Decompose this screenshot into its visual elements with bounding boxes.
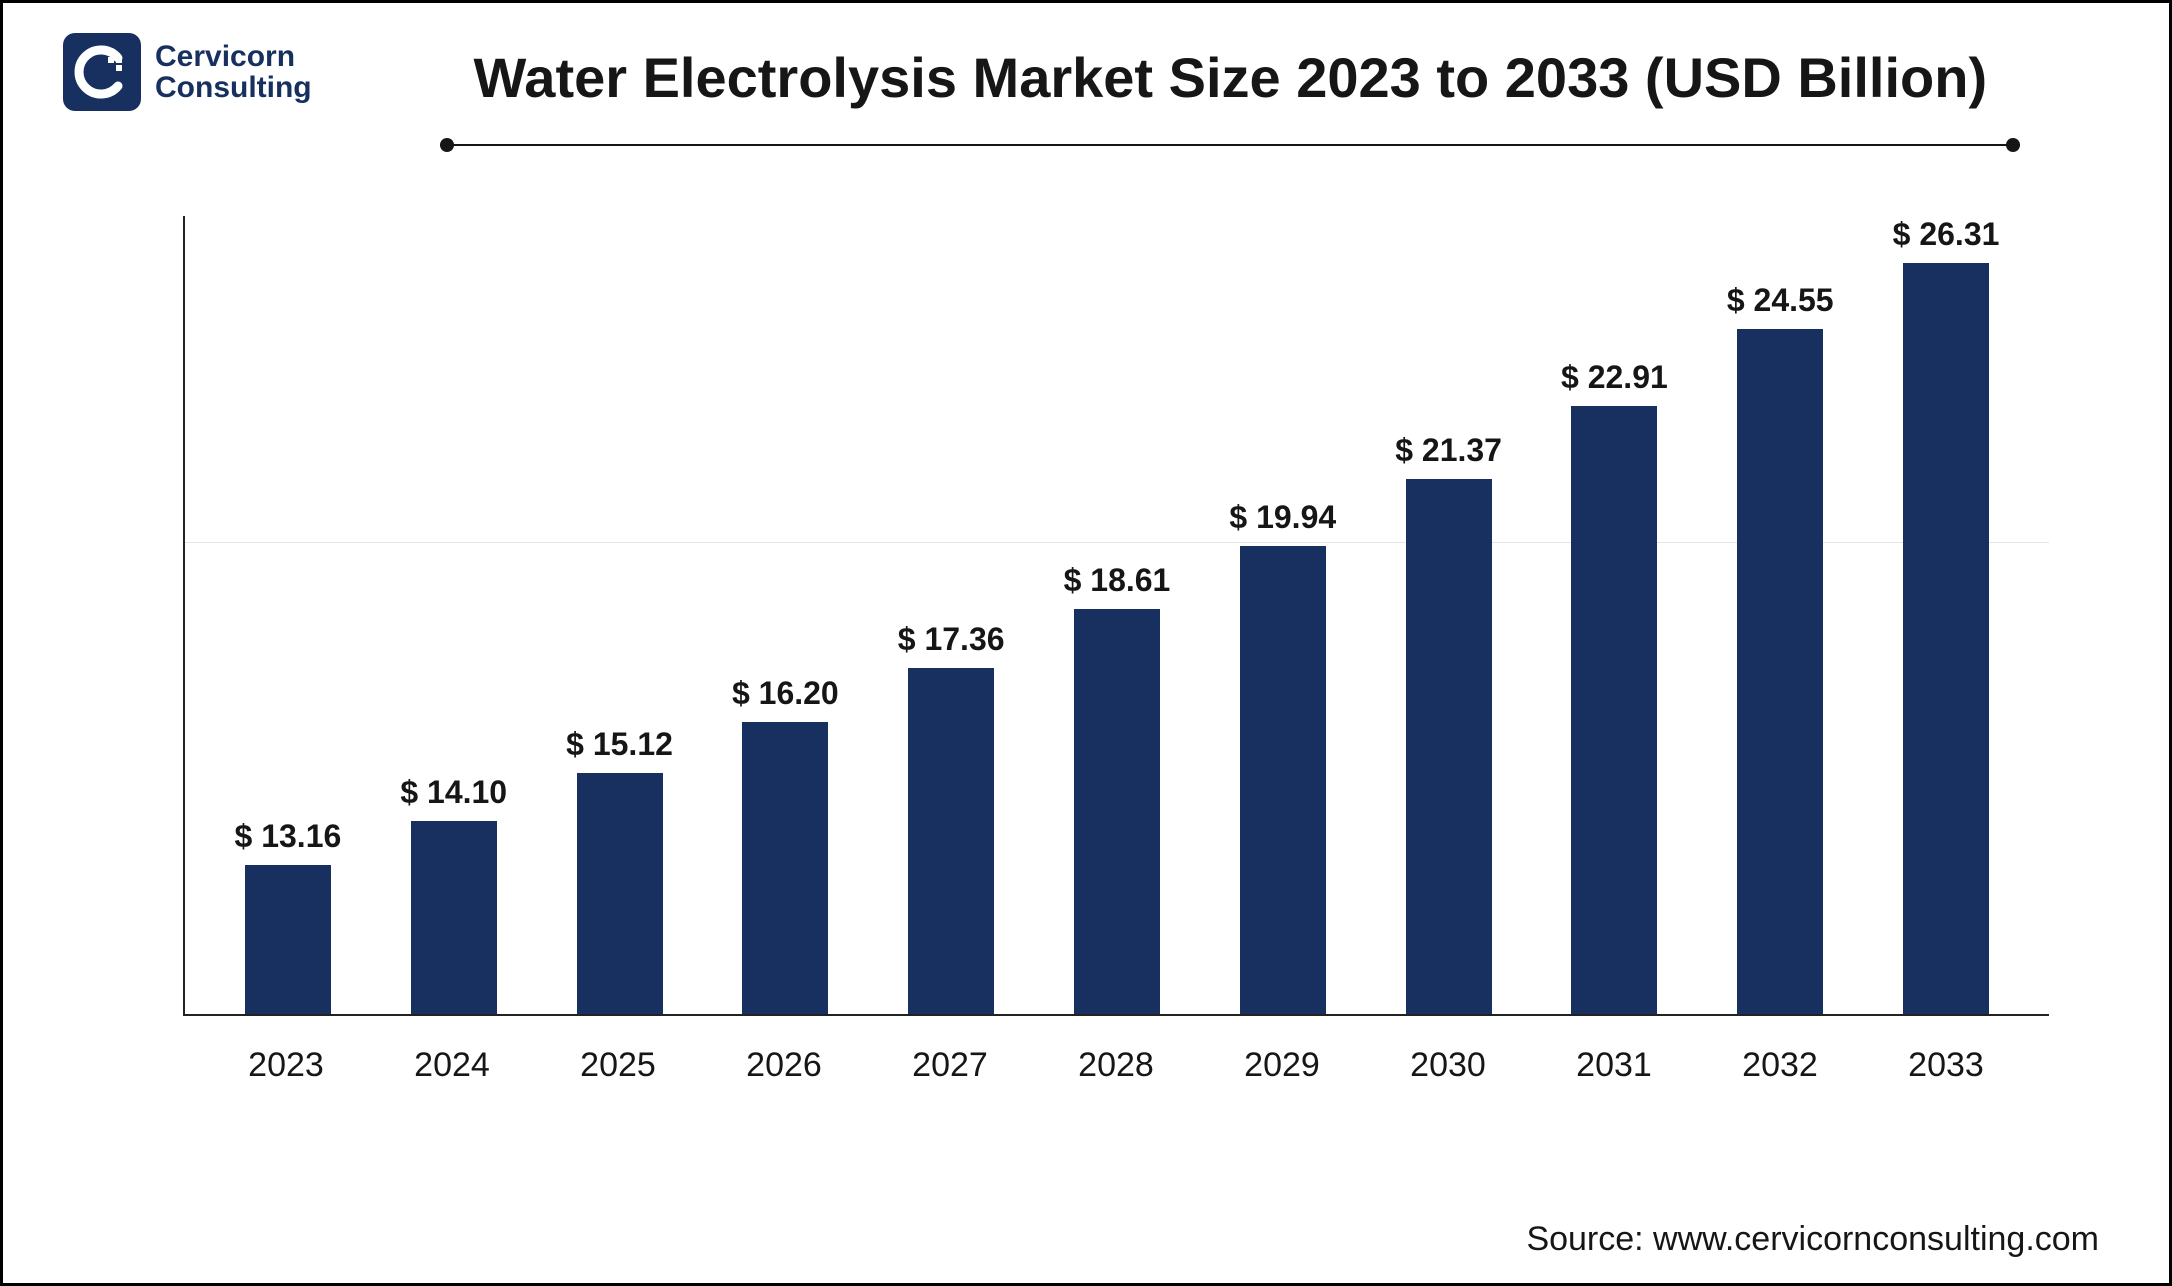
chart-area: $ 13.16 $ 14.10 $ 15.12 $ 16.20 $ 17.36 $ 18.… bbox=[183, 216, 2049, 1243]
logo-text: Cervicorn Consulting bbox=[155, 41, 312, 104]
x-axis-tick: 2025 bbox=[535, 1046, 701, 1085]
bar bbox=[1571, 406, 1657, 1014]
x-axis-tick: 2027 bbox=[867, 1046, 1033, 1085]
chart-x-axis: 2023202420252026202720282029203020312032… bbox=[183, 1046, 2049, 1085]
x-axis-tick: 2024 bbox=[369, 1046, 535, 1085]
bar-value-label: $ 19.94 bbox=[1229, 499, 1336, 536]
bar-value-label: $ 14.10 bbox=[400, 774, 507, 811]
bar bbox=[1737, 329, 1823, 1014]
bar-slot: $ 24.55 bbox=[1697, 216, 1863, 1014]
bar-slot: $ 16.20 bbox=[702, 216, 868, 1014]
logo: Cervicorn Consulting bbox=[63, 33, 312, 111]
bar-slot: $ 17.36 bbox=[868, 216, 1034, 1014]
bar-value-label: $ 21.37 bbox=[1395, 432, 1502, 469]
bar-value-label: $ 15.12 bbox=[566, 726, 673, 763]
x-axis-tick: 2029 bbox=[1199, 1046, 1365, 1085]
bar-slot: $ 14.10 bbox=[371, 216, 537, 1014]
bar bbox=[577, 773, 663, 1014]
chart-plot: $ 13.16 $ 14.10 $ 15.12 $ 16.20 $ 17.36 $ 18.… bbox=[183, 216, 2049, 1016]
bar bbox=[411, 821, 497, 1014]
bar-slot: $ 22.91 bbox=[1532, 216, 1698, 1014]
source-line: Source: www.cervicornconsulting.com bbox=[1526, 1220, 2099, 1259]
bar bbox=[1240, 546, 1326, 1014]
bar-slot: $ 26.31 bbox=[1863, 216, 2029, 1014]
chart-frame: Cervicorn Consulting Water Electrolysis … bbox=[0, 0, 2172, 1286]
x-axis-tick: 2028 bbox=[1033, 1046, 1199, 1085]
bar-slot: $ 18.61 bbox=[1034, 216, 1200, 1014]
x-axis-tick: 2026 bbox=[701, 1046, 867, 1085]
title-underline bbox=[440, 144, 2020, 146]
logo-mark-icon bbox=[63, 33, 141, 111]
bar-value-label: $ 24.55 bbox=[1727, 282, 1834, 319]
bar bbox=[1406, 479, 1492, 1014]
bar-value-label: $ 18.61 bbox=[1064, 562, 1171, 599]
logo-line1: Cervicorn bbox=[155, 41, 312, 73]
bar-slot: $ 15.12 bbox=[537, 216, 703, 1014]
bar-slot: $ 13.16 bbox=[205, 216, 371, 1014]
bar-value-label: $ 13.16 bbox=[235, 818, 342, 855]
bar bbox=[1903, 263, 1989, 1014]
title-wrap: Water Electrolysis Market Size 2023 to 2… bbox=[352, 33, 2109, 146]
chart-bars: $ 13.16 $ 14.10 $ 15.12 $ 16.20 $ 17.36 $ 18.… bbox=[185, 216, 2049, 1014]
bar-value-label: $ 26.31 bbox=[1893, 216, 2000, 253]
bar-value-label: $ 17.36 bbox=[898, 621, 1005, 658]
bar-value-label: $ 16.20 bbox=[732, 675, 839, 712]
header-row: Cervicorn Consulting Water Electrolysis … bbox=[63, 33, 2109, 146]
x-axis-tick: 2023 bbox=[203, 1046, 369, 1085]
x-axis-tick: 2031 bbox=[1531, 1046, 1697, 1085]
bar bbox=[245, 865, 331, 1014]
x-axis-tick: 2033 bbox=[1863, 1046, 2029, 1085]
bar bbox=[742, 722, 828, 1014]
chart-title: Water Electrolysis Market Size 2023 to 2… bbox=[474, 45, 1988, 110]
bar-slot: $ 21.37 bbox=[1366, 216, 1532, 1014]
bar-value-label: $ 22.91 bbox=[1561, 359, 1668, 396]
bar bbox=[908, 668, 994, 1014]
bar bbox=[1074, 609, 1160, 1014]
bar-slot: $ 19.94 bbox=[1200, 216, 1366, 1014]
logo-line2: Consulting bbox=[155, 72, 312, 104]
x-axis-tick: 2032 bbox=[1697, 1046, 1863, 1085]
x-axis-tick: 2030 bbox=[1365, 1046, 1531, 1085]
